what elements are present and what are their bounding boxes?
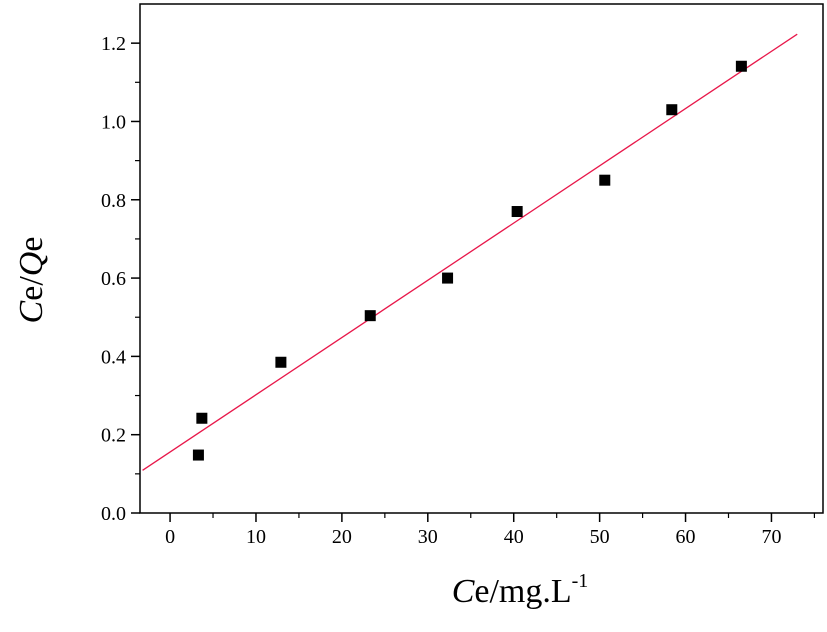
y-tick-label-0: 0.0 [101,503,126,525]
x-tick-label-20: 20 [332,526,352,548]
data-point-6 [511,206,523,218]
data-point-1 [192,449,204,461]
axes-frame [139,3,824,514]
y-tick-label-0.8: 0.8 [101,190,126,212]
data-point-3 [275,356,287,368]
plot-area: 0 10 20 30 40 50 60 70 0.0 0.2 0.4 0.6 0.8 1.0 1.2 [101,3,824,548]
data-point-8 [666,104,678,116]
data-point-4 [364,310,376,322]
x-tick-label-70: 70 [761,526,781,548]
data-point-5 [442,272,454,284]
x-axis-title-sup: -1 [572,570,589,592]
y-axis-title-end: e [13,237,50,252]
x-axis-title-italic: C [452,573,475,610]
y-tick-label-1.2: 1.2 [101,33,126,55]
x-tick-label-10: 10 [246,526,266,548]
y-tick-label-0.2: 0.2 [101,425,126,447]
x-tick-label-30: 30 [418,526,438,548]
x-tick-label-60: 60 [676,526,696,548]
data-point-2 [196,412,208,424]
x-tick-label-50: 50 [590,526,610,548]
y-axis-title: Ce/Qe [13,237,50,324]
x-tick-label-0: 0 [165,526,175,548]
fit-line [142,33,798,471]
x-axis-title: Ce/mg.L-1 [452,570,589,610]
x-axis-title-rest: e/mg.L [474,573,571,610]
y-tick-label-0.6: 0.6 [101,268,126,290]
y-axis-title-italic-q: Q [13,252,50,277]
y-axis-title-italic-c: C [13,300,50,323]
data-point-7 [599,174,611,186]
x-tick-label-40: 40 [504,526,524,548]
data-point-9 [735,60,747,72]
y-tick-label-1: 1.0 [101,111,126,133]
y-axis-title-mid: e/ [13,276,50,301]
y-tick-label-0.4: 0.4 [101,346,126,368]
